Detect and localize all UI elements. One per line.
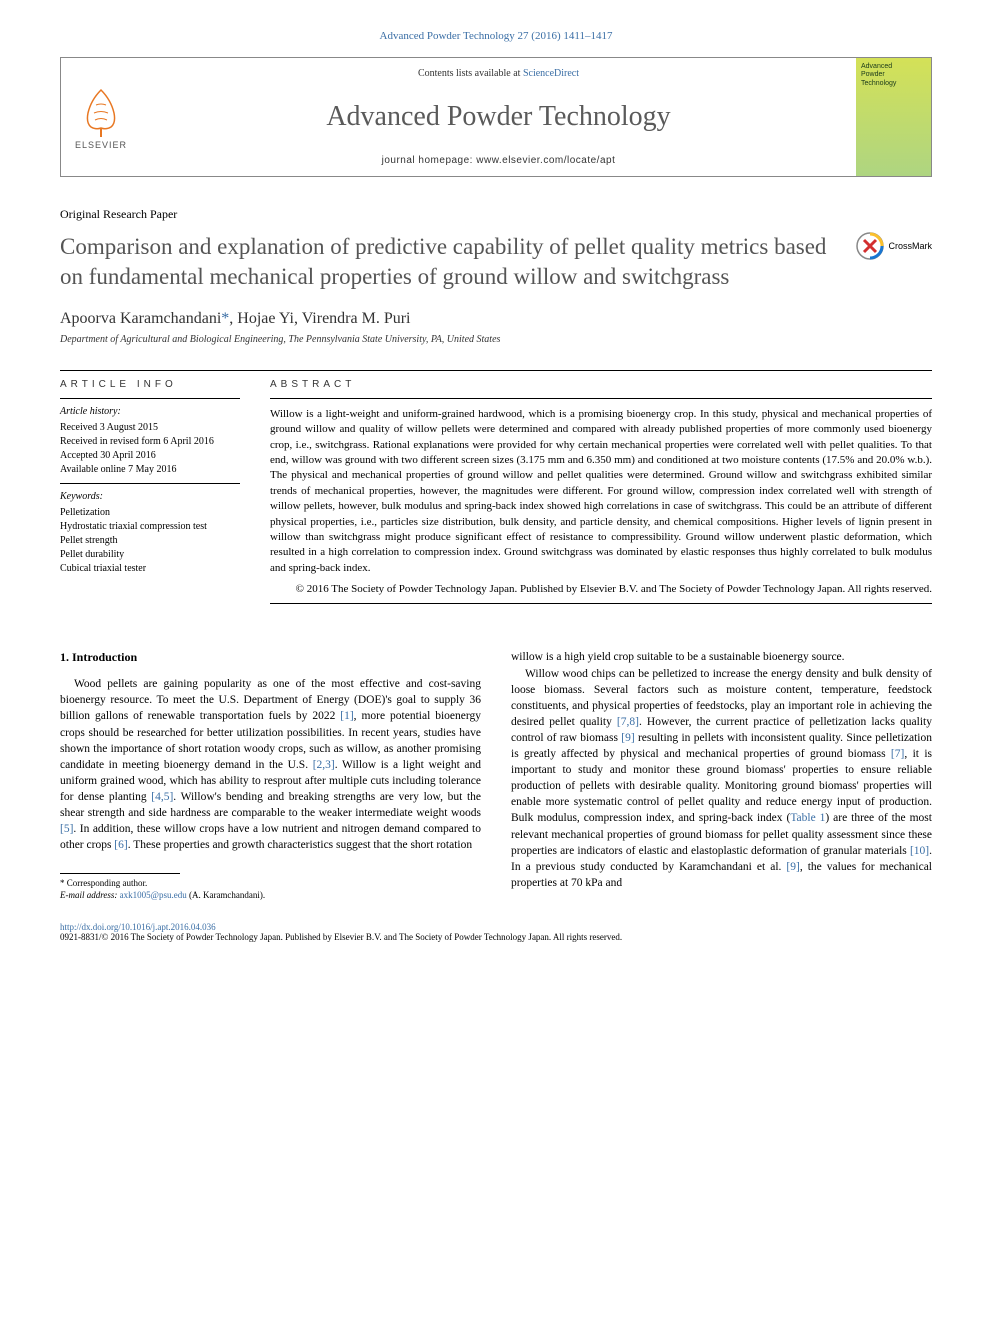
page-footer: http://dx.doi.org/10.1016/j.apt.2016.04.… <box>60 922 932 942</box>
crossmark-label: CrossMark <box>888 241 932 251</box>
cite-10[interactable]: [10] <box>910 845 929 857</box>
homepage-prefix: journal homepage: <box>382 155 477 166</box>
cover-line-2: Powder <box>861 71 926 79</box>
elsevier-tree-icon <box>76 85 126 140</box>
cite-6[interactable]: [6] <box>114 839 127 851</box>
crossmark-icon <box>856 232 884 260</box>
abstract-column: ABSTRACT Willow is a light-weight and un… <box>270 371 932 605</box>
intro-para-1: Wood pellets are gaining popularity as o… <box>60 676 481 853</box>
history-revised: Received in revised form 6 April 2016 <box>60 435 240 449</box>
author-1[interactable]: Apoorva Karamchandani <box>60 310 221 327</box>
cite-78[interactable]: [7,8] <box>617 716 639 728</box>
authors-rest: , Hojae Yi, Virendra M. Puri <box>229 310 410 327</box>
rule-abstract-bottom <box>270 603 932 604</box>
doi-link[interactable]: http://dx.doi.org/10.1016/j.apt.2016.04.… <box>60 922 932 932</box>
body-col-left: 1. Introduction Wood pellets are gaining… <box>60 649 481 901</box>
cover-line-1: Advanced <box>861 63 926 71</box>
issn-copyright: 0921-8831/© 2016 The Society of Powder T… <box>60 932 932 942</box>
abstract-label: ABSTRACT <box>270 371 932 398</box>
p1f: . These properties and growth characteri… <box>128 839 472 851</box>
history-received: Received 3 August 2015 <box>60 421 240 435</box>
crossmark-badge[interactable]: CrossMark <box>856 232 932 260</box>
contents-list-line: Contents lists available at ScienceDirec… <box>418 68 579 79</box>
keyword-5: Cubical triaxial tester <box>60 562 240 576</box>
article-title: Comparison and explanation of predictive… <box>60 232 836 292</box>
article-type: Original Research Paper <box>60 207 932 222</box>
journal-reference: Advanced Powder Technology 27 (2016) 141… <box>60 30 932 42</box>
journal-header-box: ELSEVIER Contents lists available at Sci… <box>60 57 932 177</box>
email-name: (A. Karamchandani). <box>187 890 265 900</box>
sciencedirect-link[interactable]: ScienceDirect <box>523 68 579 79</box>
corresponding-email-link[interactable]: axk1005@psu.edu <box>120 890 187 900</box>
intro-para-3: Willow wood chips can be pelletized to i… <box>511 666 932 891</box>
keyword-2: Hydrostatic triaxial compression test <box>60 520 240 534</box>
article-info-column: ARTICLE INFO Article history: Received 3… <box>60 371 240 605</box>
body-col-right: willow is a high yield crop suitable to … <box>511 649 932 901</box>
history-online: Available online 7 May 2016 <box>60 463 240 477</box>
journal-cover-thumbnail[interactable]: Advanced Powder Technology <box>856 58 931 176</box>
elsevier-label: ELSEVIER <box>75 140 127 150</box>
cite-7[interactable]: [7] <box>891 748 904 760</box>
abstract-text: Willow is a light-weight and uniform-gra… <box>270 399 932 576</box>
cite-5[interactable]: [5] <box>60 823 73 835</box>
header-center: Contents lists available at ScienceDirec… <box>141 58 856 176</box>
homepage-line: journal homepage: www.elsevier.com/locat… <box>382 155 616 166</box>
footnote-block: * Corresponding author. E-mail address: … <box>60 878 481 901</box>
authors: Apoorva Karamchandani*, Hojae Yi, Virend… <box>60 310 932 328</box>
journal-name: Advanced Powder Technology <box>326 101 670 133</box>
table-1-ref[interactable]: Table 1 <box>790 812 825 824</box>
cover-line-3: Technology <box>861 80 926 88</box>
keyword-3: Pellet strength <box>60 534 240 548</box>
email-footnote: E-mail address: axk1005@psu.edu (A. Kara… <box>60 890 481 902</box>
cite-9[interactable]: [9] <box>621 732 634 744</box>
copyright-text: © 2016 The Society of Powder Technology … <box>270 582 932 597</box>
intro-para-2: willow is a high yield crop suitable to … <box>511 649 932 665</box>
affiliation: Department of Agricultural and Biologica… <box>60 334 932 345</box>
cite-45[interactable]: [4,5] <box>151 791 173 803</box>
corresponding-footnote: * Corresponding author. <box>60 878 481 890</box>
cite-1[interactable]: [1] <box>340 710 353 722</box>
footnote-separator <box>60 873 180 874</box>
keywords-header: Keywords: <box>60 490 240 504</box>
history-accepted: Accepted 30 April 2016 <box>60 449 240 463</box>
keywords-block: Keywords: Pelletization Hydrostatic tria… <box>60 484 240 582</box>
history-header: Article history: <box>60 405 240 419</box>
keyword-4: Pellet durability <box>60 548 240 562</box>
article-history: Article history: Received 3 August 2015 … <box>60 399 240 483</box>
email-label: E-mail address: <box>60 890 120 900</box>
elsevier-logo[interactable]: ELSEVIER <box>61 58 141 176</box>
body-columns: 1. Introduction Wood pellets are gaining… <box>60 649 932 901</box>
introduction-heading: 1. Introduction <box>60 649 481 666</box>
contents-prefix: Contents lists available at <box>418 68 523 79</box>
keyword-1: Pelletization <box>60 506 240 520</box>
cite-9b[interactable]: [9] <box>786 861 799 873</box>
cite-23[interactable]: [2,3] <box>313 759 335 771</box>
homepage-url[interactable]: www.elsevier.com/locate/apt <box>476 155 615 166</box>
article-info-label: ARTICLE INFO <box>60 371 240 398</box>
